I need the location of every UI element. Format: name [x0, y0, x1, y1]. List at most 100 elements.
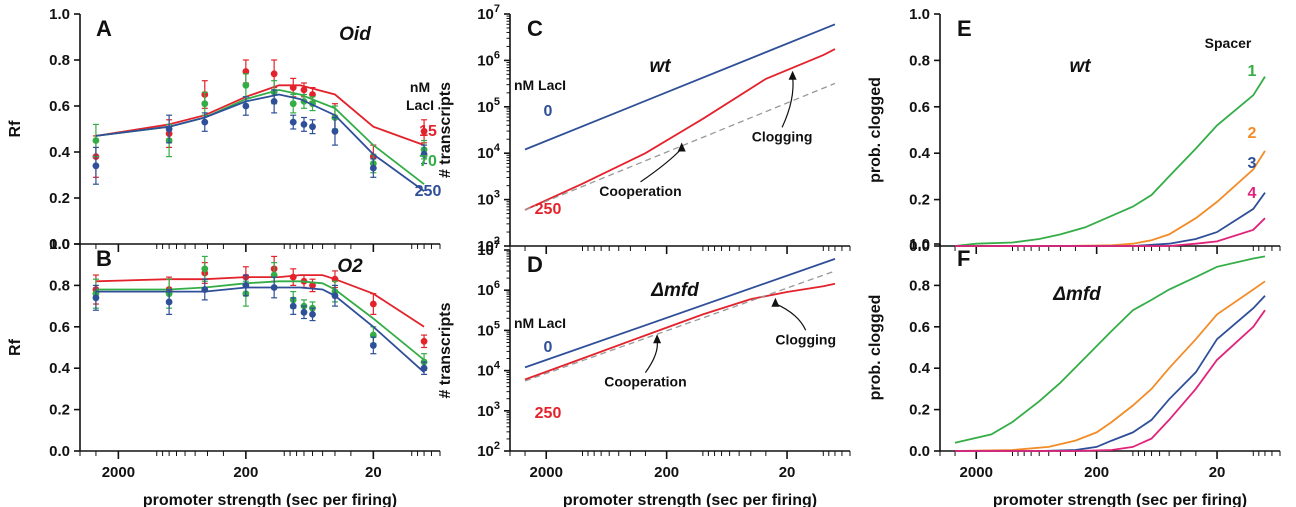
- data-point: [369, 164, 377, 172]
- y-tick-base: 10: [477, 145, 494, 162]
- series-line-250: [95, 93, 425, 192]
- data-point: [201, 118, 209, 126]
- y-tick-exponent: 7: [494, 239, 500, 251]
- legend-title: LacI: [406, 97, 434, 113]
- data-point: [309, 310, 316, 318]
- y-tick-label: 0.0: [49, 236, 70, 253]
- annotation-arrowhead: [788, 70, 797, 80]
- data-point: [92, 294, 100, 302]
- y-tick-label: 107: [477, 3, 500, 23]
- x-axis-label: promoter strength (sec per firing): [993, 492, 1247, 507]
- legend-entry: 1: [1248, 63, 1257, 80]
- x-axis-label: promoter strength (sec per firing): [143, 492, 397, 507]
- y-tick-exponent: 6: [494, 49, 500, 61]
- y-tick-exponent: 6: [494, 279, 500, 291]
- data-point: [300, 121, 308, 128]
- data-point: [300, 308, 308, 316]
- y-tick-base: 10: [477, 403, 494, 420]
- data-point: [201, 100, 209, 108]
- y-tick-label: 103: [477, 189, 500, 209]
- y-tick-label: 0.2: [49, 402, 70, 419]
- y-tick-base: 10: [477, 282, 494, 299]
- panel-title: Oid: [339, 24, 371, 45]
- panel-label: C: [527, 16, 543, 41]
- y-tick-label: 102: [477, 440, 500, 460]
- panel-label: E: [957, 16, 972, 41]
- annotation-arrowhead: [677, 142, 686, 152]
- series-line-15: [95, 84, 425, 146]
- y-tick-label: 0.8: [49, 277, 70, 294]
- y-tick-exponent: 3: [494, 189, 500, 201]
- series-line-250: [524, 282, 836, 381]
- series-line-1: [954, 255, 1266, 444]
- legend-title: nM LacI: [514, 315, 566, 331]
- panel-f: 2000 200 20 promoter strength (sec per firi…: [867, 236, 1281, 507]
- panel-title: O2: [337, 256, 363, 277]
- y-tick-label: 1.0: [49, 236, 70, 253]
- data-point: [331, 292, 339, 300]
- annotation-arrow: [640, 148, 683, 183]
- y-tick-label: 102: [477, 235, 500, 255]
- data-point: [420, 337, 428, 345]
- y-tick-label: 1.0: [909, 6, 930, 23]
- annotation-arrow: [781, 76, 794, 128]
- y-axis-label: # transcripts: [437, 302, 454, 398]
- series-line-4: [955, 309, 1266, 452]
- series-line-1: [954, 76, 1266, 247]
- data-point: [270, 284, 278, 291]
- legend-title: Spacer: [1205, 35, 1252, 51]
- data-point: [92, 162, 100, 170]
- y-tick-label: 0.2: [909, 402, 930, 419]
- panel-a: 0.0 0.2 0.4 0.6 0.8 1.0 Rf A Oid nM LacI 15 70 250: [7, 6, 441, 253]
- data-point: [242, 102, 250, 110]
- legend-entry: 15: [419, 123, 437, 140]
- data-point: [92, 137, 100, 144]
- legend-entry: 0: [544, 339, 553, 356]
- y-axis-label: Rf: [7, 338, 24, 356]
- x-tick-label: 2000: [530, 464, 563, 481]
- panel-title: Δmfd: [1052, 284, 1101, 305]
- y-tick-label: 0.4: [49, 360, 71, 377]
- y-tick-base: 10: [477, 363, 494, 380]
- y-tick-label: 1.0: [909, 236, 930, 253]
- series-line-0: [524, 23, 836, 151]
- legend-entry: 3: [1248, 155, 1257, 172]
- annotation-arrowhead: [771, 297, 780, 307]
- data-point: [270, 98, 278, 105]
- annotation-arrow: [644, 340, 658, 373]
- panel-title: wt: [1069, 56, 1091, 77]
- x-tick-label: 2000: [102, 464, 135, 481]
- data-point: [201, 286, 209, 293]
- annotation-text: Clogging: [752, 128, 813, 144]
- data-point: [165, 125, 173, 133]
- legend-entry: 250: [535, 405, 562, 422]
- y-tick-label: 0.8: [909, 277, 930, 294]
- data-point: [420, 127, 428, 135]
- y-tick-base: 10: [477, 6, 494, 23]
- y-tick-label: 104: [477, 142, 501, 162]
- data-point: [369, 300, 377, 308]
- y-tick-base: 10: [477, 322, 494, 339]
- y-tick-label: 0.8: [49, 52, 70, 69]
- panel-label: F: [957, 246, 970, 271]
- y-tick-label: 0.0: [909, 443, 930, 460]
- y-tick-exponent: 2: [494, 235, 500, 247]
- y-tick-label: 0.8: [909, 52, 930, 69]
- annotation-arrowhead: [653, 334, 662, 344]
- series-line-model: [524, 270, 836, 382]
- data-point: [420, 364, 428, 372]
- x-axis-label: promoter strength (sec per firing): [563, 492, 817, 507]
- panel-title: wt: [649, 56, 671, 77]
- x-tick-label: 20: [365, 464, 382, 481]
- annotation-text: Clogging: [775, 331, 836, 347]
- data-point: [289, 302, 297, 310]
- y-tick-label: 0.2: [909, 192, 930, 209]
- y-tick-exponent: 4: [494, 360, 501, 372]
- legend-entry: 0: [544, 103, 553, 120]
- legend-entry: 2: [1248, 125, 1257, 142]
- y-tick-label: 105: [477, 96, 500, 116]
- data-point: [300, 86, 308, 94]
- y-tick-label: 104: [477, 360, 501, 380]
